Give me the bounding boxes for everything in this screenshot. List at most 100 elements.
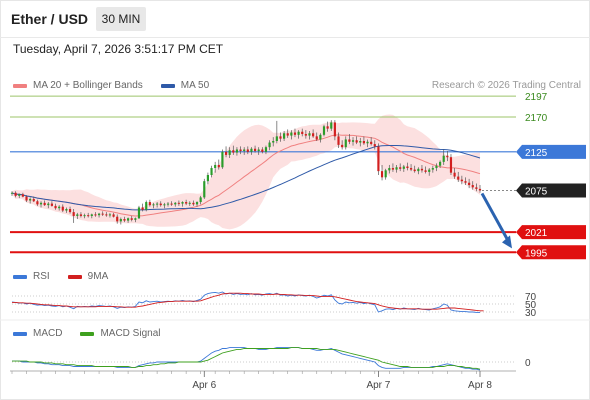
candle-body bbox=[442, 155, 445, 162]
candle-body bbox=[409, 168, 413, 170]
candle-89 bbox=[333, 120, 336, 141]
candle-85 bbox=[319, 133, 322, 143]
candle-96 bbox=[359, 137, 362, 147]
x-tick-label-Apr 8: Apr 8 bbox=[468, 380, 492, 391]
candle-body bbox=[413, 169, 416, 172]
candle-86 bbox=[322, 124, 326, 137]
candle-120 bbox=[446, 151, 449, 162]
candle-107 bbox=[399, 163, 402, 172]
candle-112 bbox=[417, 167, 420, 175]
legend-ma50: MA 50 bbox=[160, 80, 210, 91]
legend-rsi: RSI bbox=[13, 271, 50, 282]
legend-ma20-label: MA 20 + Bollinger Bands bbox=[33, 80, 143, 91]
candle-body bbox=[351, 140, 355, 142]
candle-22 bbox=[90, 213, 93, 219]
candle-31 bbox=[123, 216, 126, 223]
candle-124 bbox=[460, 175, 463, 185]
forecast-arrow-line bbox=[480, 192, 511, 244]
candle-body bbox=[431, 168, 434, 170]
ma20-swatch bbox=[13, 83, 27, 88]
candle-109 bbox=[406, 162, 409, 171]
candle-99 bbox=[370, 137, 373, 146]
candle-body bbox=[61, 206, 64, 211]
candle-body bbox=[279, 136, 282, 139]
rsi-legend: RSI 9MA bbox=[13, 271, 126, 282]
candle-75 bbox=[283, 130, 286, 141]
candle-49 bbox=[188, 201, 191, 206]
level-label-2021: 2021 bbox=[525, 228, 548, 239]
candle-78 bbox=[293, 128, 297, 138]
candle-98 bbox=[366, 139, 369, 148]
candle-body bbox=[272, 141, 275, 143]
legend-ma50-label: MA 50 bbox=[180, 80, 210, 91]
timestamp: Tuesday, April 7, 2026 3:51:17 PM CET bbox=[13, 42, 224, 56]
candle-body bbox=[239, 149, 242, 152]
candle-body bbox=[333, 122, 336, 137]
candle-body bbox=[65, 209, 68, 211]
candle-71 bbox=[268, 140, 271, 151]
price-legend: MA 20 + Bollinger Bands MA 50 bbox=[13, 80, 227, 91]
header-divider bbox=[0, 37, 590, 38]
candle-48 bbox=[185, 199, 188, 206]
candle-13 bbox=[58, 205, 61, 211]
candle-52 bbox=[199, 195, 202, 205]
candle-7 bbox=[36, 199, 39, 206]
candle-121 bbox=[449, 154, 453, 175]
candle-body bbox=[250, 148, 253, 152]
x-tick-label-Apr 6: Apr 6 bbox=[192, 380, 216, 391]
candle-body bbox=[406, 166, 409, 169]
legend-macd: MACD bbox=[13, 328, 62, 339]
candle-body bbox=[76, 214, 79, 216]
candle-body bbox=[380, 171, 384, 178]
candle-118 bbox=[439, 160, 442, 169]
candle-body bbox=[468, 182, 471, 186]
candle-body bbox=[156, 203, 159, 205]
candle-123 bbox=[457, 171, 460, 182]
pair-title: Ether / USD bbox=[11, 11, 89, 27]
candle-body bbox=[43, 202, 46, 206]
candle-body bbox=[210, 168, 213, 175]
candle-79 bbox=[297, 130, 300, 139]
candle-body bbox=[475, 187, 478, 189]
rsi-level-label-30: 30 bbox=[525, 308, 537, 319]
candle-36 bbox=[141, 203, 144, 212]
candle-body bbox=[344, 139, 347, 148]
legend-macd-signal: MACD Signal bbox=[80, 328, 160, 339]
candle-body bbox=[130, 218, 133, 220]
candle-body bbox=[439, 161, 442, 166]
candle-body bbox=[330, 122, 333, 129]
candle-81 bbox=[304, 130, 307, 139]
candle-58 bbox=[221, 149, 224, 169]
candle-100 bbox=[373, 140, 376, 150]
candle-body bbox=[424, 170, 427, 172]
candle-103 bbox=[384, 168, 387, 180]
candle-body bbox=[170, 203, 173, 205]
legend-rsi-label: RSI bbox=[33, 271, 50, 282]
candle-body bbox=[232, 150, 235, 153]
candle-97 bbox=[362, 136, 365, 145]
candle-59 bbox=[224, 146, 228, 158]
candle-50 bbox=[192, 200, 195, 206]
candle-body bbox=[39, 202, 43, 205]
candle-61 bbox=[232, 145, 235, 155]
candle-94 bbox=[351, 137, 355, 146]
candle-43 bbox=[166, 202, 170, 207]
candle-82 bbox=[308, 130, 311, 140]
candle-9 bbox=[43, 200, 46, 206]
candle-body bbox=[94, 214, 97, 216]
candle-102 bbox=[380, 164, 384, 181]
timeframe-button[interactable]: 30 MIN bbox=[96, 7, 146, 31]
candle-body bbox=[373, 144, 376, 147]
candle-95 bbox=[355, 136, 358, 145]
candle-body bbox=[326, 126, 329, 129]
candle-47 bbox=[181, 201, 184, 207]
candle-68 bbox=[257, 147, 260, 155]
candle-0 bbox=[10, 191, 14, 196]
candle-body bbox=[301, 131, 304, 135]
candle-body bbox=[428, 169, 431, 172]
candle-128 bbox=[475, 183, 478, 192]
candle-body bbox=[148, 202, 151, 206]
candle-body bbox=[18, 194, 21, 196]
candle-body bbox=[25, 196, 28, 201]
